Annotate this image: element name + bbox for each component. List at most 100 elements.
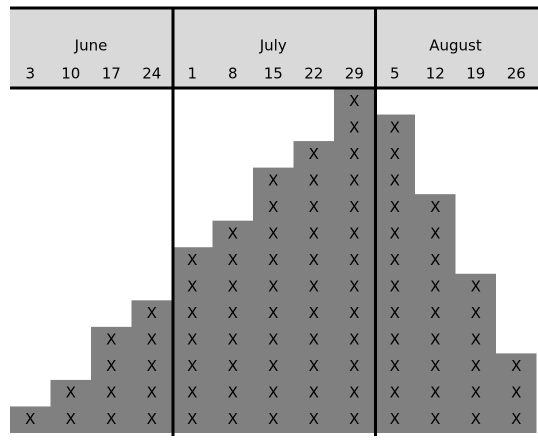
tally-mark: X — [309, 357, 319, 375]
week-label: 19 — [466, 65, 485, 83]
tally-mark: X — [430, 198, 440, 216]
week-label: 12 — [426, 65, 445, 83]
tally-mark: X — [309, 224, 319, 242]
tally-mark: X — [390, 357, 400, 375]
tally-mark: X — [309, 198, 319, 216]
tally-mark: X — [309, 278, 319, 296]
week-label: 29 — [345, 65, 364, 83]
week-label: 10 — [61, 65, 80, 83]
tally-bar — [131, 300, 172, 433]
tally-mark: X — [349, 384, 359, 402]
tally-mark: X — [349, 278, 359, 296]
tally-mark: X — [66, 410, 76, 428]
tally-mark: X — [430, 224, 440, 242]
month-label: August — [429, 37, 482, 55]
month-label: July — [259, 37, 287, 55]
tally-mark: X — [106, 357, 116, 375]
tally-mark: X — [268, 278, 278, 296]
tally-mark: X — [268, 224, 278, 242]
tally-mark: X — [228, 224, 238, 242]
tally-mark: X — [430, 304, 440, 322]
tally-mark: X — [147, 357, 157, 375]
tally-mark: X — [268, 198, 278, 216]
tally-mark: X — [349, 331, 359, 349]
tally-mark: X — [349, 171, 359, 189]
tally-mark: X — [390, 198, 400, 216]
tally-mark: X — [471, 410, 481, 428]
tally-mark: X — [471, 278, 481, 296]
tally-mark: X — [390, 410, 400, 428]
tally-mark: X — [187, 304, 197, 322]
tally-mark: X — [430, 357, 440, 375]
tally-bar — [253, 167, 294, 433]
tally-bar — [374, 114, 415, 434]
tally-mark: X — [430, 251, 440, 269]
tally-mark: X — [268, 410, 278, 428]
tally-mark: X — [390, 171, 400, 189]
tally-mark: X — [187, 410, 197, 428]
tally-mark: X — [511, 410, 521, 428]
week-label: 24 — [142, 65, 161, 83]
tally-mark: X — [309, 304, 319, 322]
header-band — [10, 8, 538, 88]
tally-mark: X — [430, 410, 440, 428]
tally-bar — [91, 326, 132, 433]
tally-mark: X — [268, 171, 278, 189]
week-label: 26 — [507, 65, 526, 83]
tally-bar — [212, 220, 253, 433]
tally-mark: X — [349, 224, 359, 242]
tally-mark: X — [187, 357, 197, 375]
tally-mark: X — [228, 251, 238, 269]
tally-bar — [50, 379, 91, 433]
tally-mark: X — [228, 410, 238, 428]
tally-mark: X — [309, 410, 319, 428]
tally-mark: X — [309, 145, 319, 163]
tally-bar — [496, 353, 537, 433]
week-label: 22 — [304, 65, 323, 83]
week-label: 5 — [390, 65, 400, 83]
tally-mark: X — [349, 410, 359, 428]
tally-mark: X — [349, 92, 359, 110]
tally-mark: X — [187, 331, 197, 349]
tally-mark: X — [511, 384, 521, 402]
tally-mark: X — [228, 384, 238, 402]
tally-mark: X — [390, 224, 400, 242]
tally-mark: X — [228, 304, 238, 322]
tally-mark: X — [390, 384, 400, 402]
tally-mark: X — [268, 331, 278, 349]
tally-mark: X — [106, 384, 116, 402]
tally-mark: X — [268, 304, 278, 322]
tally-mark: X — [390, 304, 400, 322]
tally-mark: X — [349, 304, 359, 322]
tally-bar — [10, 406, 51, 433]
week-label: 17 — [102, 65, 121, 83]
tally-mark: X — [187, 384, 197, 402]
tally-mark: X — [268, 384, 278, 402]
month-label: June — [74, 37, 108, 55]
tally-mark: X — [187, 278, 197, 296]
tally-mark: X — [147, 384, 157, 402]
tally-bar — [415, 194, 456, 433]
tally-mark: X — [187, 251, 197, 269]
week-label: 1 — [187, 65, 197, 83]
tally-mark: X — [66, 384, 76, 402]
tally-mark: X — [430, 384, 440, 402]
tally-mark: X — [147, 304, 157, 322]
tally-mark: X — [147, 331, 157, 349]
tally-mark: X — [471, 331, 481, 349]
tally-mark: X — [390, 118, 400, 136]
tally-mark: X — [349, 198, 359, 216]
tally-mark: X — [268, 251, 278, 269]
tally-mark: X — [430, 331, 440, 349]
tally-mark: X — [349, 357, 359, 375]
tally-bar — [455, 273, 496, 433]
tally-mark: X — [390, 331, 400, 349]
tally-mark: X — [268, 357, 278, 375]
week-label: 8 — [228, 65, 238, 83]
tally-mark: X — [471, 384, 481, 402]
week-label: 3 — [25, 65, 35, 83]
tally-mark: X — [228, 331, 238, 349]
tally-mark: X — [390, 145, 400, 163]
tally-mark: X — [309, 171, 319, 189]
